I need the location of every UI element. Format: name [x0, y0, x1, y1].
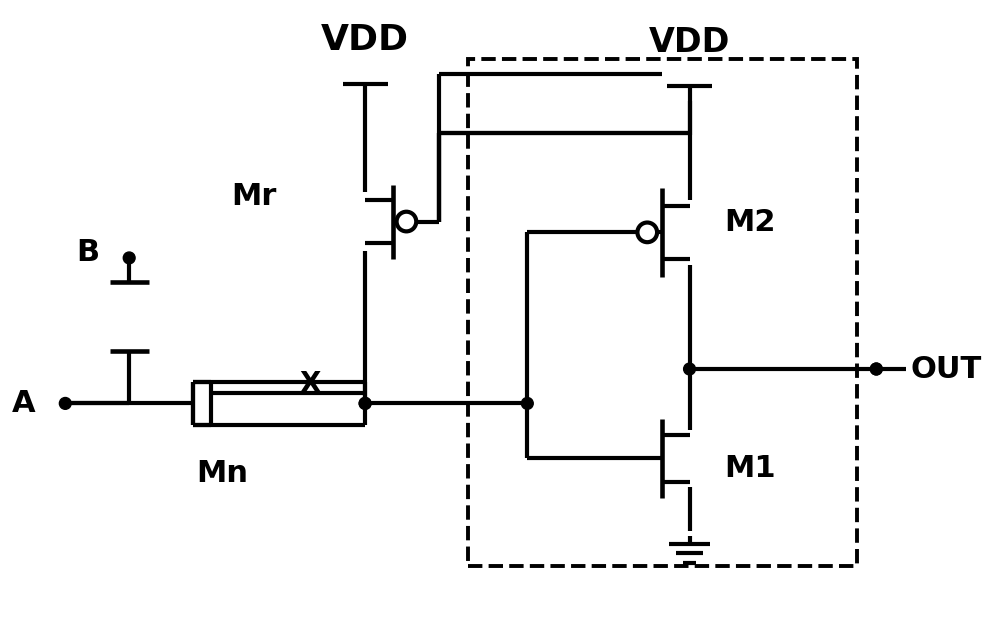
Text: M1: M1 — [724, 454, 776, 483]
Text: M2: M2 — [724, 208, 776, 237]
Circle shape — [360, 397, 372, 409]
Circle shape — [683, 363, 695, 375]
Text: Mn: Mn — [196, 460, 249, 488]
Text: VDD: VDD — [321, 24, 409, 57]
Text: OUT: OUT — [910, 355, 982, 384]
Circle shape — [522, 397, 533, 409]
Circle shape — [124, 252, 135, 264]
Text: VDD: VDD — [648, 26, 730, 59]
Text: B: B — [77, 238, 100, 267]
Text: X: X — [300, 369, 321, 397]
Circle shape — [871, 363, 882, 375]
Circle shape — [360, 397, 372, 409]
Bar — [468, 59, 857, 565]
Circle shape — [60, 397, 71, 409]
Text: Mr: Mr — [231, 182, 277, 211]
Circle shape — [871, 363, 882, 375]
Text: A: A — [12, 389, 36, 418]
